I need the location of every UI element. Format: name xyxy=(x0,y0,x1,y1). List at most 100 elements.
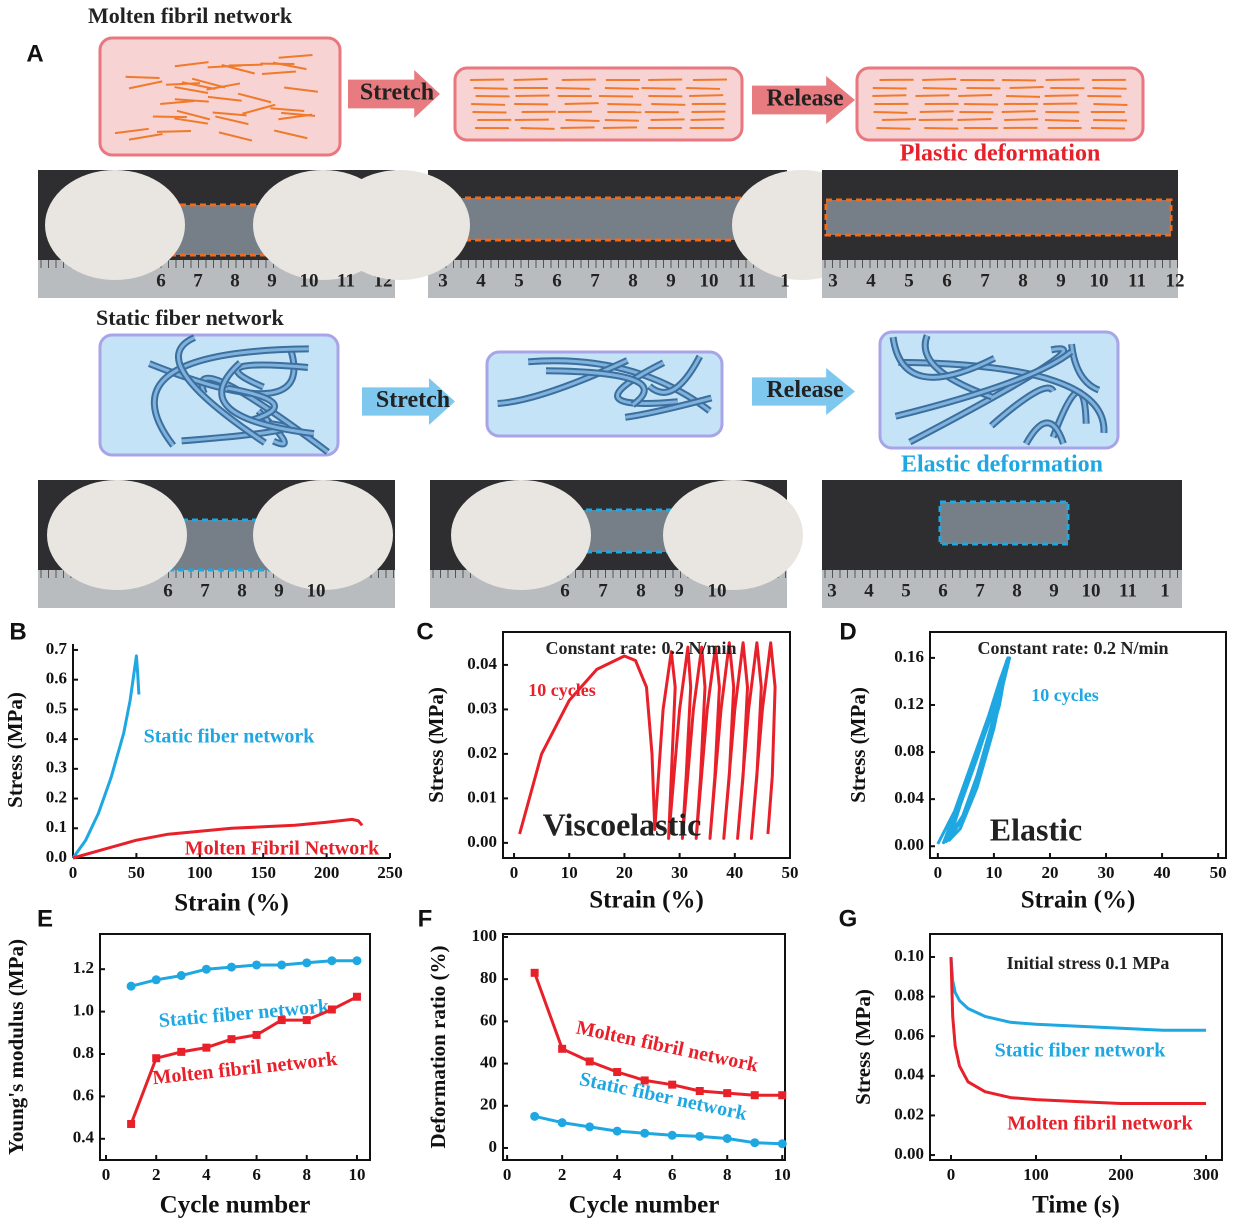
y-tick-label: 60 xyxy=(480,1010,497,1029)
marker xyxy=(750,1138,759,1147)
panel-label: B xyxy=(9,618,26,645)
marker xyxy=(177,971,186,980)
y-tick-label: 0.08 xyxy=(894,741,924,760)
panel-label: D xyxy=(839,618,856,645)
marker xyxy=(558,1118,567,1127)
ruler-number: 9 xyxy=(274,580,284,601)
ruler-number: 7 xyxy=(980,270,990,291)
ruler-number: 10 xyxy=(300,270,319,291)
marker xyxy=(227,963,236,972)
fibril xyxy=(153,116,187,117)
marker xyxy=(558,1045,566,1053)
panel-label: E xyxy=(37,905,53,932)
ruler-number: 10 xyxy=(307,580,326,601)
fibril xyxy=(565,103,599,104)
figure: AMolten fibril networkStatic fiber netwo… xyxy=(0,0,1237,1223)
marker xyxy=(152,1054,160,1062)
x-tick-label: 20 xyxy=(1041,863,1058,882)
annotation: Constant rate: 0.2 N/min xyxy=(546,638,737,658)
fibril xyxy=(873,88,907,89)
fibril xyxy=(686,88,720,89)
y-tick-label: 0.0 xyxy=(46,847,67,866)
marker xyxy=(353,993,361,1001)
fibril xyxy=(515,95,549,96)
y-tick-label: 0.2 xyxy=(46,787,67,806)
ruler-number: 7 xyxy=(200,580,210,601)
fibril xyxy=(605,88,639,89)
x-tick-label: 0 xyxy=(102,1165,111,1184)
marker xyxy=(640,1129,649,1138)
y-tick-label: 0.6 xyxy=(46,669,67,688)
series-label: Molten fibril network xyxy=(1007,1113,1193,1135)
ruler-number: 6 xyxy=(163,580,173,601)
annotation: Elastic xyxy=(990,811,1082,847)
ruler-number: 7 xyxy=(193,270,203,291)
fibril xyxy=(876,128,910,129)
y-axis-title: Stress (MPa) xyxy=(851,989,875,1105)
x-tick-label: 200 xyxy=(1108,1165,1134,1184)
x-tick-label: 6 xyxy=(668,1165,677,1184)
annotation: Initial stress 0.1 MPa xyxy=(1007,953,1170,973)
ruler-number: 6 xyxy=(156,270,166,291)
fibril xyxy=(691,119,725,120)
fibril xyxy=(560,127,594,128)
marker xyxy=(252,960,261,969)
fibril xyxy=(603,127,637,128)
y-tick-label: 0.06 xyxy=(894,1025,924,1044)
fibril xyxy=(920,111,954,112)
fibril xyxy=(882,119,916,120)
marker xyxy=(127,982,136,991)
ruler-number: 7 xyxy=(975,580,985,601)
fibril xyxy=(157,131,191,132)
ruler-number: 11 xyxy=(1119,580,1137,601)
y-tick-label: 0.00 xyxy=(894,835,924,854)
y-tick-label: 1.0 xyxy=(73,1001,94,1020)
marker xyxy=(227,1035,235,1043)
marker xyxy=(723,1089,731,1097)
marker xyxy=(127,1120,135,1128)
result-label: Elastic deformation xyxy=(901,452,1103,478)
y-tick-label: 0.7 xyxy=(46,639,68,658)
y-tick-label: 0.02 xyxy=(467,743,497,762)
y-tick-label: 1.2 xyxy=(73,958,94,977)
section-title: Molten fibril network xyxy=(88,3,293,28)
x-tick-label: 4 xyxy=(613,1165,622,1184)
x-tick-label: 50 xyxy=(782,863,799,882)
hand xyxy=(45,170,185,280)
y-tick-label: 0.04 xyxy=(467,654,497,673)
ruler-number: 11 xyxy=(337,270,355,291)
x-tick-label: 200 xyxy=(314,863,340,882)
fibril xyxy=(1002,111,1036,112)
y-tick-label: 0.02 xyxy=(894,1104,924,1123)
ruler-number: 5 xyxy=(904,270,914,291)
ruler-number: 9 xyxy=(267,270,277,291)
y-tick-label: 0.08 xyxy=(894,985,924,1004)
fibril xyxy=(1046,79,1080,80)
x-tick-label: 8 xyxy=(303,1165,312,1184)
ruler-number: 4 xyxy=(866,270,876,291)
y-tick-label: 0.00 xyxy=(894,1144,924,1163)
x-axis-title: Cycle number xyxy=(569,1192,720,1219)
x-tick-label: 100 xyxy=(187,863,213,882)
x-tick-label: 2 xyxy=(558,1165,567,1184)
hand xyxy=(253,480,393,590)
fibril xyxy=(471,104,505,105)
fibril xyxy=(958,95,992,96)
fibril xyxy=(648,79,682,80)
ruler-number: 6 xyxy=(938,580,948,601)
sample xyxy=(940,502,1068,544)
marker xyxy=(613,1127,622,1136)
annotation: Constant rate: 0.2 N/min xyxy=(978,638,1169,658)
ruler-number: 10 xyxy=(708,580,727,601)
ruler-number: 8 xyxy=(230,270,240,291)
fibril xyxy=(514,79,548,80)
fibril xyxy=(605,120,639,121)
fibril xyxy=(1093,88,1127,89)
marker xyxy=(277,960,286,969)
x-tick-label: 0 xyxy=(503,1165,512,1184)
y-tick-label: 80 xyxy=(480,968,497,987)
y-tick-label: 100 xyxy=(472,926,498,945)
fibril xyxy=(126,77,160,78)
x-tick-label: 100 xyxy=(1023,1165,1049,1184)
x-tick-label: 40 xyxy=(1154,863,1171,882)
